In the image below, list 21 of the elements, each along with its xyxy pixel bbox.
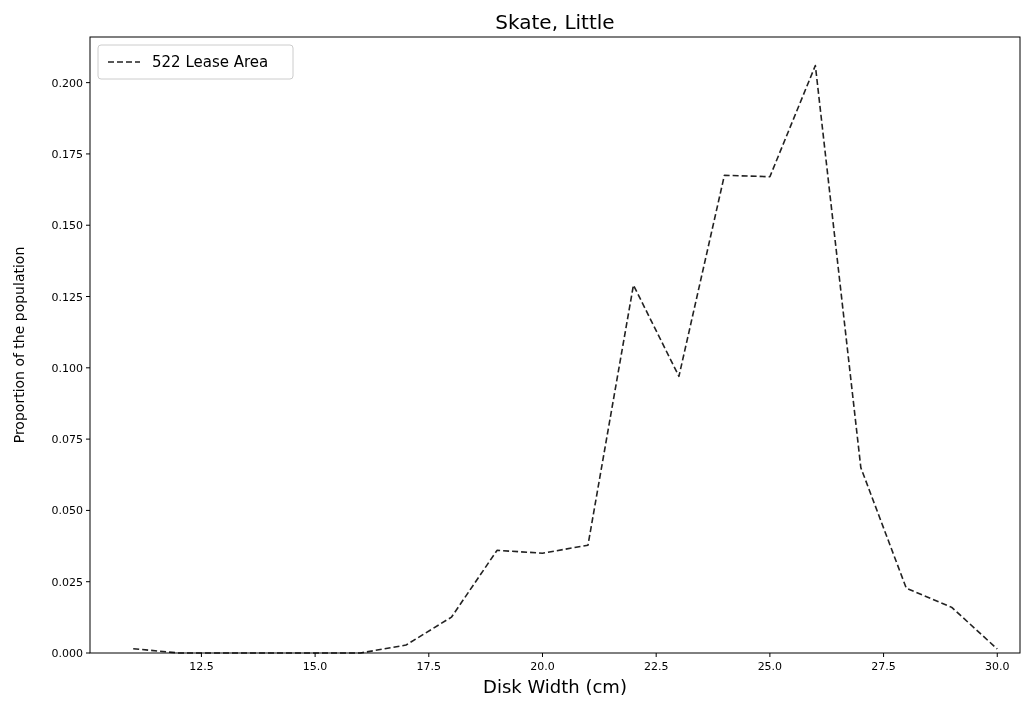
y-tick-label: 0.100	[51, 361, 83, 375]
y-tick-label: 0.050	[51, 504, 83, 518]
x-tick-label: 12.5	[189, 660, 214, 673]
x-tick-label: 15.0	[302, 660, 328, 673]
y-tick-label: 0.175	[51, 147, 83, 161]
x-tick-label: 20.0	[530, 660, 555, 673]
x-tick-label: 30.0	[985, 660, 1010, 673]
x-tick-label: 27.5	[871, 660, 896, 673]
y-tick-label: 0.125	[51, 290, 83, 304]
y-tick-label: 0.150	[51, 219, 83, 233]
x-tick-label: 17.5	[416, 660, 442, 673]
x-axis-title: Disk Width (cm)	[483, 676, 627, 697]
y-tick-label: 0.200	[51, 76, 83, 90]
legend-label: 522 Lease Area	[152, 53, 269, 71]
y-tick-label: 0.075	[51, 433, 83, 447]
x-tick-label: 22.5	[643, 660, 669, 673]
x-tick-label: 25.0	[757, 660, 783, 673]
y-tick-label: 0.000	[51, 647, 83, 660]
y-tick-label: 0.025	[51, 575, 83, 589]
chart-title: Skate, Little	[495, 10, 615, 34]
y-axis-title: Proportion of the population	[11, 246, 27, 444]
